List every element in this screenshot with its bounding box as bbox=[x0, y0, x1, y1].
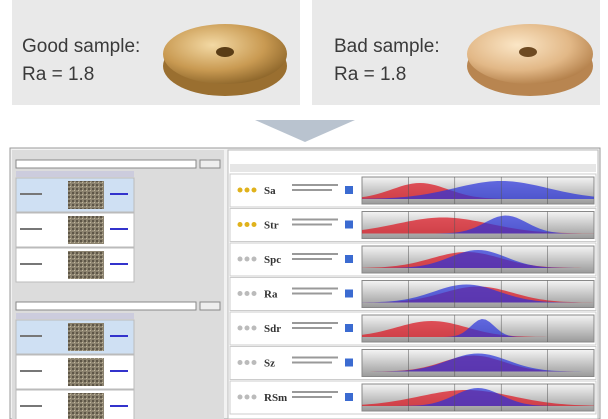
row-link bbox=[110, 335, 128, 337]
star bbox=[238, 291, 243, 296]
thumbnail bbox=[68, 216, 104, 244]
description bbox=[292, 184, 338, 186]
star bbox=[252, 395, 257, 400]
star bbox=[238, 257, 243, 262]
arrow bbox=[255, 120, 355, 142]
header-row bbox=[230, 164, 596, 172]
star bbox=[252, 326, 257, 331]
star bbox=[245, 326, 250, 331]
search-box bbox=[16, 302, 196, 310]
star bbox=[252, 360, 257, 365]
description bbox=[292, 391, 338, 393]
thumbnail bbox=[68, 181, 104, 209]
search-box bbox=[16, 160, 196, 168]
table-header bbox=[16, 313, 134, 319]
checkbox bbox=[345, 186, 353, 194]
search-button bbox=[200, 302, 220, 310]
star bbox=[238, 360, 243, 365]
description bbox=[292, 327, 332, 329]
description bbox=[292, 396, 332, 398]
row-text bbox=[20, 263, 42, 265]
panel-label: Bad sample: bbox=[334, 36, 440, 57]
disc-image bbox=[467, 24, 593, 96]
star bbox=[252, 257, 257, 262]
parameter-name: Sz bbox=[264, 358, 275, 370]
panel-value: Ra = 1.8 bbox=[22, 64, 94, 85]
checkbox bbox=[345, 255, 353, 263]
row-text bbox=[20, 335, 42, 337]
thumbnail bbox=[68, 358, 104, 386]
description bbox=[292, 288, 338, 290]
thumbnail bbox=[68, 251, 104, 279]
parameter-name: RSm bbox=[264, 392, 287, 404]
row-link bbox=[110, 193, 128, 195]
row-link bbox=[110, 405, 128, 407]
panel-value: Ra = 1.8 bbox=[334, 64, 406, 85]
description bbox=[292, 357, 338, 359]
description bbox=[292, 258, 332, 260]
checkbox bbox=[345, 393, 353, 401]
checkbox bbox=[345, 221, 353, 229]
thumbnail bbox=[68, 393, 104, 419]
row-text bbox=[20, 405, 42, 407]
star bbox=[245, 360, 250, 365]
star bbox=[238, 395, 243, 400]
disc-image bbox=[163, 24, 287, 96]
parameter-name: Sdr bbox=[264, 323, 281, 335]
description bbox=[292, 293, 332, 295]
row-link bbox=[110, 263, 128, 265]
star bbox=[245, 395, 250, 400]
star bbox=[245, 222, 250, 227]
row-link bbox=[110, 228, 128, 230]
description bbox=[292, 253, 338, 255]
description bbox=[292, 322, 338, 324]
star bbox=[252, 222, 257, 227]
row-link bbox=[110, 370, 128, 372]
row-text bbox=[20, 228, 42, 230]
row-text bbox=[20, 370, 42, 372]
checkbox bbox=[345, 290, 353, 298]
star bbox=[245, 188, 250, 193]
star bbox=[252, 188, 257, 193]
row-text bbox=[20, 193, 42, 195]
description bbox=[292, 362, 332, 364]
table-header bbox=[16, 171, 134, 177]
parameter-name: Ra bbox=[264, 289, 278, 301]
panel-label: Good sample: bbox=[22, 36, 140, 57]
star bbox=[252, 291, 257, 296]
description bbox=[292, 219, 338, 221]
description bbox=[292, 224, 332, 226]
checkbox bbox=[345, 324, 353, 332]
star bbox=[238, 188, 243, 193]
checkbox bbox=[345, 359, 353, 367]
star bbox=[245, 291, 250, 296]
parameter-name: Sa bbox=[264, 185, 276, 197]
parameter-name: Str bbox=[264, 220, 279, 232]
star bbox=[238, 222, 243, 227]
star bbox=[245, 257, 250, 262]
description bbox=[292, 189, 332, 191]
thumbnail bbox=[68, 323, 104, 351]
search-button bbox=[200, 160, 220, 168]
star bbox=[238, 326, 243, 331]
parameter-name: Spc bbox=[264, 254, 281, 266]
page: Good sample: Ra = 1.8 Bad sample: Ra = 1… bbox=[0, 0, 608, 419]
